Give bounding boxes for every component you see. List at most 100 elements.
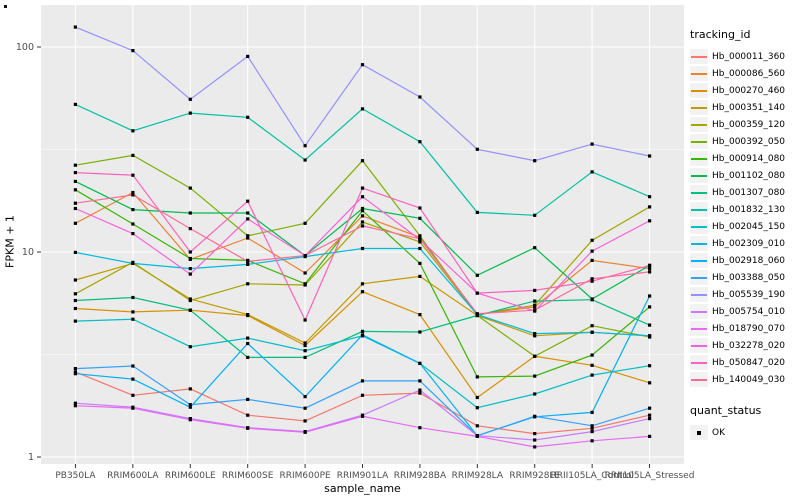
- legend-entry-Hb_000914_080: Hb_000914_080: [690, 150, 800, 167]
- legend-key: [690, 66, 708, 81]
- data-point: [188, 211, 192, 215]
- data-point: [246, 236, 250, 240]
- legend-entry-label: Hb_000359_120: [712, 119, 786, 130]
- data-point: [131, 364, 135, 368]
- legend-line-swatch-icon: [691, 106, 707, 109]
- data-point: [131, 406, 135, 410]
- data-point: [418, 426, 422, 430]
- legend-entry-label: Hb_002309_010: [712, 238, 786, 249]
- data-point: [533, 392, 537, 396]
- data-point: [648, 267, 652, 271]
- data-point: [73, 188, 77, 192]
- data-point: [303, 430, 307, 434]
- stray-point: [4, 5, 7, 8]
- legend-entry-label: Hb_140049_030: [712, 374, 786, 385]
- data-point: [303, 318, 307, 322]
- data-point: [360, 195, 365, 199]
- legend-line-swatch-icon: [691, 242, 707, 245]
- legend-entry-Hb_000011_360: Hb_000011_360: [690, 48, 800, 65]
- legend-key: [690, 100, 708, 115]
- data-point: [360, 282, 365, 286]
- legend-line-swatch-icon: [691, 310, 707, 313]
- data-point: [360, 220, 365, 224]
- data-point: [188, 186, 192, 190]
- legend-line-swatch-icon: [691, 361, 707, 364]
- x-tick-label: RRII105LA_Control: [550, 471, 633, 481]
- data-point: [303, 271, 307, 275]
- data-point: [648, 205, 652, 209]
- data-point: [73, 25, 77, 29]
- data-point: [648, 434, 652, 438]
- data-point: [246, 397, 250, 401]
- data-point: [188, 405, 192, 409]
- data-point: [131, 261, 135, 265]
- data-point: [475, 147, 479, 151]
- data-point: [590, 363, 594, 367]
- legend-entry-label: Hb_000351_140: [712, 102, 786, 113]
- data-point: [246, 413, 250, 417]
- legend-key: [690, 151, 708, 166]
- data-point: [648, 323, 652, 327]
- legend-entry-label: Hb_000392_050: [712, 136, 786, 147]
- data-point: [246, 262, 250, 266]
- data-point: [131, 153, 135, 157]
- legend-line-swatch-icon: [691, 157, 707, 160]
- data-point: [303, 221, 307, 225]
- data-point: [418, 206, 422, 210]
- data-point: [533, 246, 537, 250]
- data-point: [303, 349, 307, 353]
- data-point: [73, 171, 77, 175]
- data-point: [73, 250, 77, 254]
- legend-entry-label: Hb_005539_190: [712, 289, 786, 300]
- data-point: [360, 379, 365, 383]
- data-point: [360, 246, 365, 251]
- data-point: [188, 227, 192, 231]
- data-point: [533, 303, 537, 307]
- data-point: [246, 426, 250, 430]
- data-point: [590, 373, 594, 377]
- data-point: [131, 377, 135, 381]
- x-tick-label: RRIM600PE: [279, 471, 331, 481]
- legend-key: [690, 236, 708, 251]
- data-point: [303, 158, 307, 162]
- data-point: [648, 417, 652, 421]
- legend-key: [690, 270, 708, 285]
- data-point: [360, 393, 365, 397]
- legend-entry-Hb_003388_050: Hb_003388_050: [690, 269, 800, 286]
- data-point: [188, 267, 192, 271]
- data-point: [360, 206, 365, 211]
- data-point: [533, 445, 537, 449]
- legend-line-swatch-icon: [691, 72, 707, 75]
- data-point: [648, 270, 652, 274]
- legend-key: [690, 304, 708, 319]
- data-point: [246, 54, 250, 58]
- data-point: [648, 364, 652, 368]
- x-tick-label: RRIM600SE: [222, 471, 274, 481]
- x-tick-label: RRIM600LA: [107, 471, 159, 481]
- data-point: [131, 317, 135, 321]
- legend-key: [690, 49, 708, 64]
- data-point: [590, 258, 594, 262]
- data-point: [475, 375, 479, 379]
- data-point: [303, 254, 307, 258]
- x-tick-label: RRIM928LE: [509, 471, 560, 481]
- data-point: [188, 387, 192, 391]
- data-point: [188, 298, 192, 303]
- data-point: [246, 115, 250, 119]
- data-point: [418, 313, 422, 317]
- legend-line-swatch-icon: [691, 140, 707, 143]
- legend-entry-Hb_002309_010: Hb_002309_010: [690, 235, 800, 252]
- legend-entry-Hb_140049_030: Hb_140049_030: [690, 371, 800, 388]
- data-point: [590, 430, 594, 434]
- x-axis-title: sample_name: [324, 482, 401, 495]
- black-square-point-icon: [697, 430, 701, 435]
- legend-entry-Hb_018790_070: Hb_018790_070: [690, 320, 800, 337]
- legend-key: [690, 134, 708, 149]
- data-point: [246, 313, 250, 317]
- data-point: [475, 312, 479, 316]
- x-tick-label: RRIM600LE: [165, 471, 216, 481]
- data-point: [360, 186, 365, 190]
- y-tick-label: 10: [22, 247, 34, 258]
- legend-entry-quant-ok: OK: [690, 424, 800, 441]
